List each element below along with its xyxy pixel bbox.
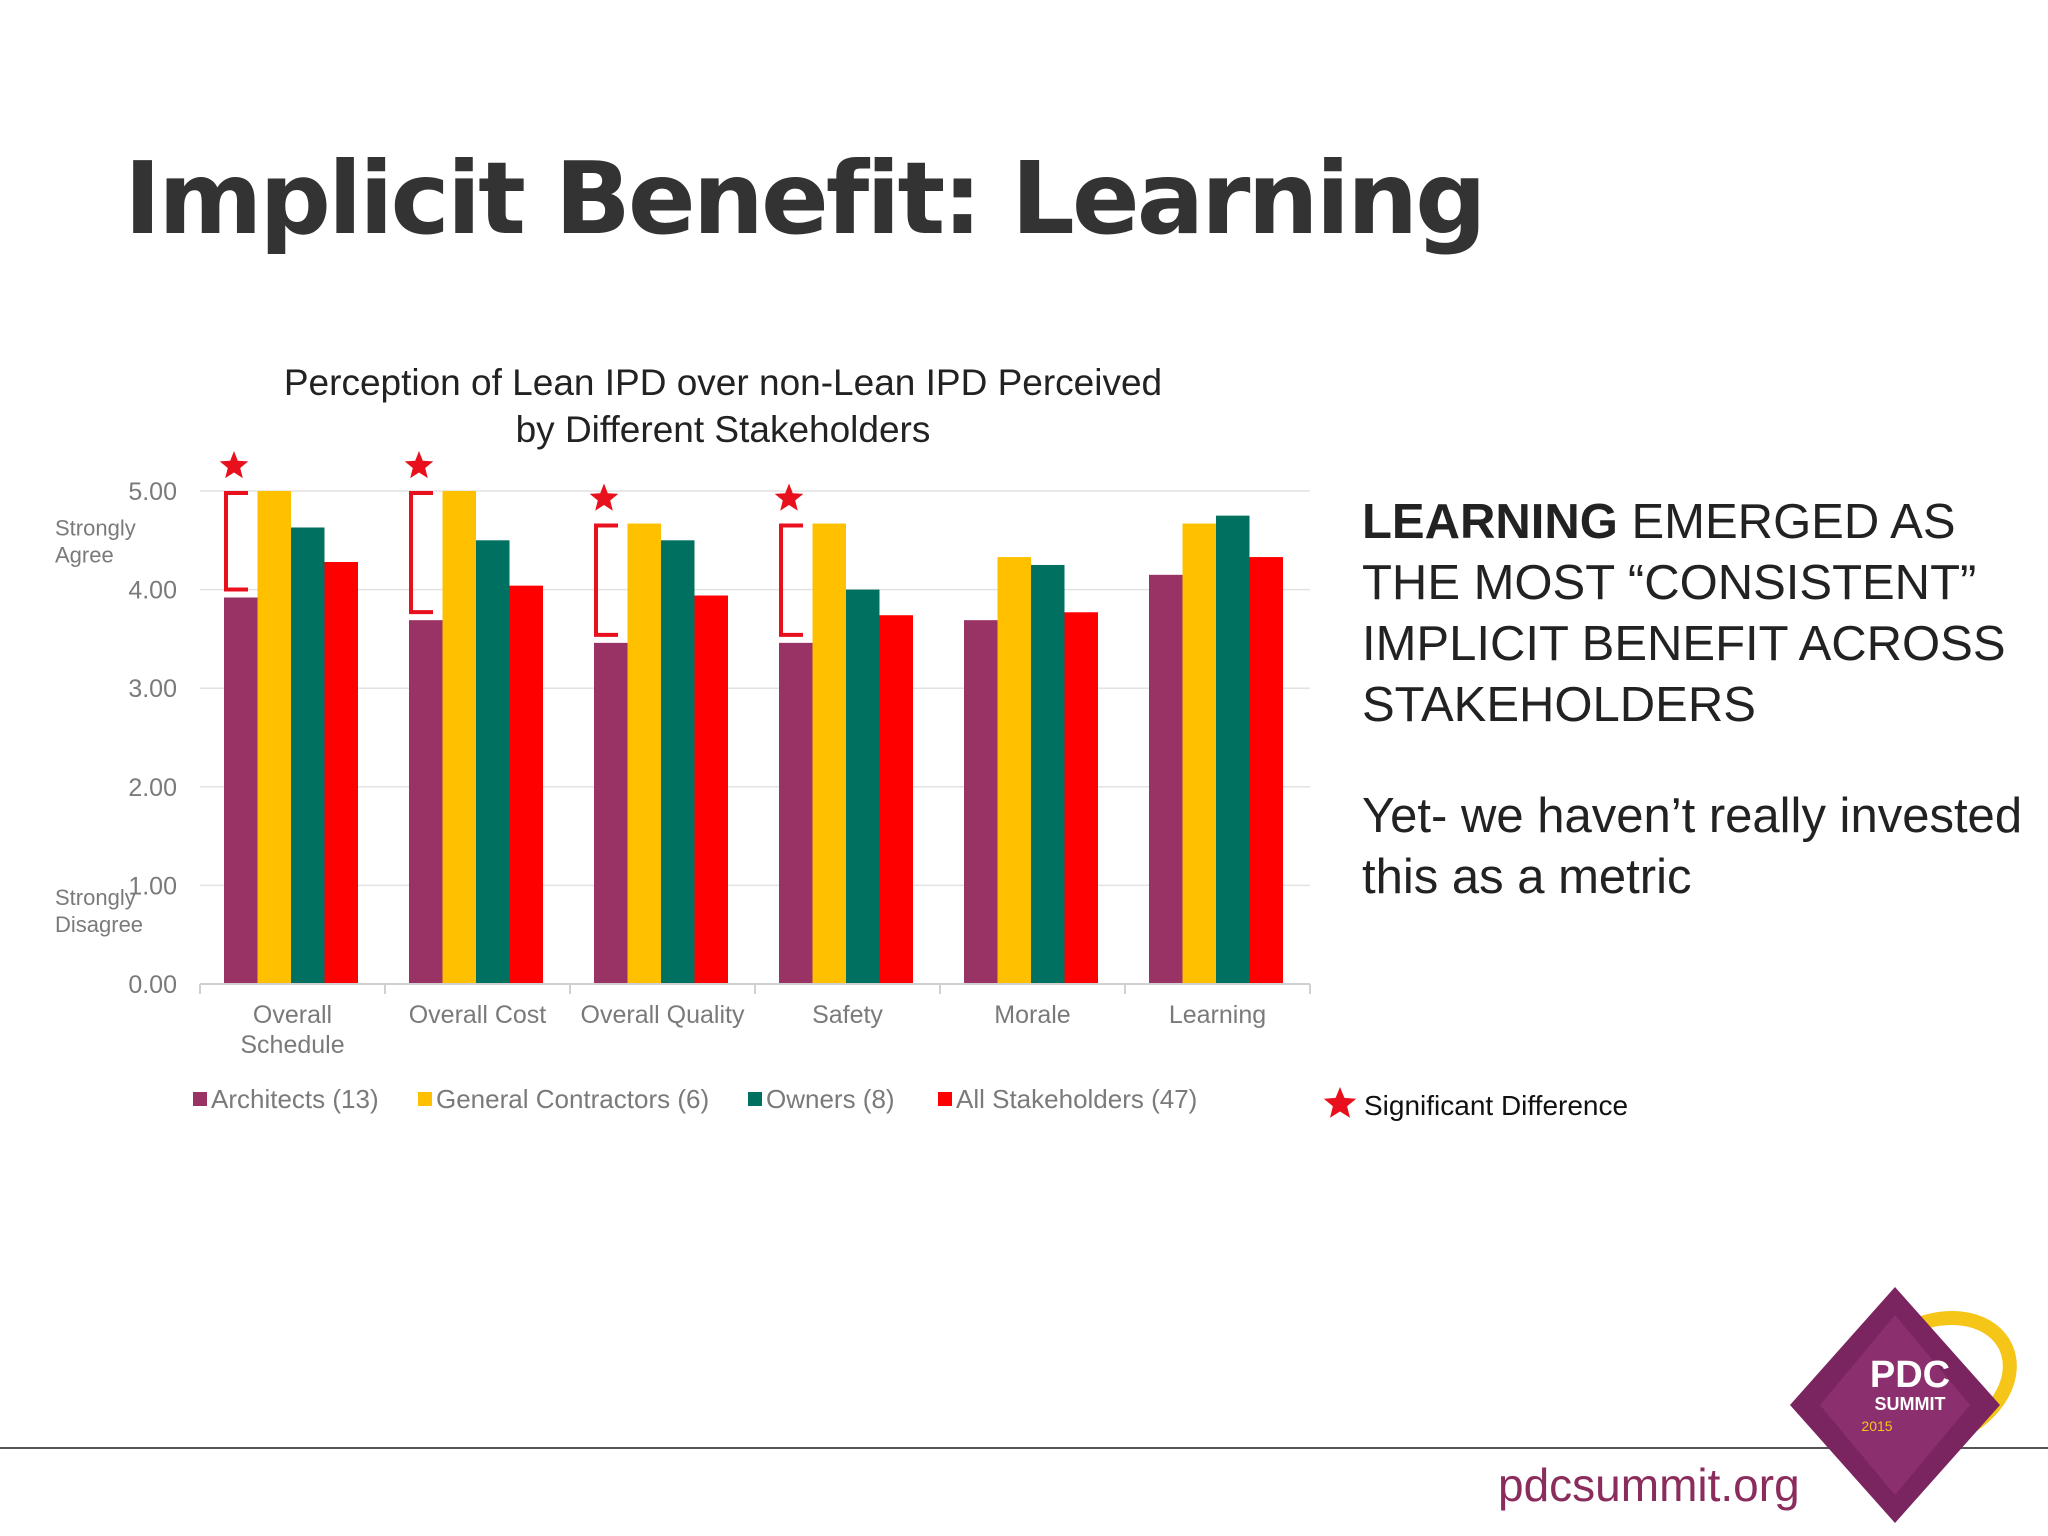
side-headline: LEARNING EMERGED AS THE MOST “CONSISTENT… bbox=[1362, 492, 2042, 736]
legend-label: All Stakeholders (47) bbox=[956, 1084, 1197, 1114]
bar bbox=[627, 523, 661, 984]
star-icon bbox=[404, 451, 434, 479]
y-tick-label: 2.00 bbox=[128, 774, 177, 802]
bar bbox=[997, 557, 1031, 984]
bar bbox=[1249, 557, 1283, 984]
bar bbox=[694, 595, 728, 984]
legend-label: General Contractors (6) bbox=[436, 1084, 709, 1114]
chart-legend: Architects (13) General Contractors (6) Ow… bbox=[193, 1084, 1197, 1114]
x-tick-label: Overall bbox=[253, 1001, 332, 1029]
side-headline-highlight: LEARNING bbox=[1362, 495, 1618, 549]
chart-title: Perception of Lean IPD over non-Lean IPD… bbox=[284, 362, 1162, 450]
bar bbox=[1031, 564, 1065, 984]
side-text: LEARNING EMERGED AS THE MOST “CONSISTENT… bbox=[1362, 492, 2042, 908]
chart-title-line: by Different Stakeholders bbox=[516, 409, 931, 450]
y-anchor-label: Strongly bbox=[55, 885, 136, 910]
bar bbox=[594, 642, 628, 984]
significance-bracket bbox=[779, 523, 803, 637]
logo-name: PDC bbox=[1870, 1354, 1950, 1396]
bar bbox=[257, 491, 291, 984]
bar bbox=[661, 540, 695, 984]
x-tick-label: Safety bbox=[812, 1001, 883, 1029]
pdc-summit-logo: PDC SUMMIT 2015 SINCE 1987 bbox=[1790, 1287, 2017, 1523]
star-icon bbox=[774, 483, 804, 511]
legend-swatch bbox=[418, 1092, 432, 1106]
bar bbox=[964, 620, 998, 984]
bar bbox=[879, 615, 913, 984]
bar bbox=[1216, 515, 1250, 984]
significance-bracket bbox=[594, 523, 618, 637]
bar bbox=[846, 589, 880, 984]
y-tick-label: 1.00 bbox=[128, 872, 177, 900]
legend-label: Owners (8) bbox=[766, 1084, 895, 1114]
bar bbox=[1149, 574, 1183, 984]
x-tick-label: Overall Quality bbox=[581, 1001, 745, 1029]
star-icon bbox=[589, 483, 619, 511]
y-tick-label: 5.00 bbox=[128, 478, 177, 506]
bar bbox=[409, 620, 443, 984]
star-icon bbox=[1323, 1087, 1357, 1118]
bar bbox=[291, 527, 325, 984]
significance-legend-label: Significant Difference bbox=[1364, 1090, 1628, 1121]
bar bbox=[509, 585, 543, 984]
chart-bars bbox=[224, 491, 1283, 984]
chart-gridlines bbox=[200, 490, 1310, 887]
bar bbox=[1182, 523, 1216, 984]
slide-title: Implicit Benefit: Learning bbox=[124, 140, 1487, 257]
bar bbox=[476, 540, 510, 984]
significance-bracket bbox=[409, 491, 433, 615]
y-tick-label: 4.00 bbox=[128, 577, 177, 605]
legend-swatch bbox=[748, 1092, 762, 1106]
footer-divider bbox=[0, 1447, 2048, 1449]
bar bbox=[779, 642, 813, 984]
legend-swatch bbox=[938, 1092, 952, 1106]
bar bbox=[442, 491, 476, 984]
significance-bracket bbox=[224, 491, 248, 592]
chart-title-line: Perception of Lean IPD over non-Lean IPD… bbox=[284, 362, 1162, 403]
logo-diamond-inner bbox=[1820, 1315, 1970, 1495]
bar bbox=[1064, 612, 1098, 984]
bar bbox=[224, 597, 258, 984]
legend-swatch bbox=[193, 1092, 207, 1106]
y-axis: 0.001.002.003.004.005.00StronglyAgreeStr… bbox=[55, 478, 177, 999]
footer-url: pdcsummit.org bbox=[1498, 1459, 1800, 1511]
legend-label: Architects (13) bbox=[211, 1084, 379, 1114]
significance-legend: Significant Difference bbox=[1323, 1087, 1628, 1121]
side-note: Yet- we haven’t really invested this as … bbox=[1362, 789, 2023, 904]
y-tick-label: 0.00 bbox=[128, 971, 177, 999]
significance-markers bbox=[219, 451, 804, 637]
star-icon bbox=[219, 451, 249, 479]
x-tick-label: Morale bbox=[994, 1001, 1070, 1029]
logo-sub: SUMMIT bbox=[1875, 1394, 1946, 1414]
x-tick-label: Learning bbox=[1169, 1001, 1266, 1029]
y-anchor-label: Strongly bbox=[55, 515, 136, 540]
logo-year: 2015 bbox=[1861, 1418, 1892, 1434]
y-anchor-label: Disagree bbox=[55, 912, 143, 937]
y-anchor-label: Agree bbox=[55, 542, 114, 567]
x-tick-label: Overall Cost bbox=[409, 1001, 547, 1029]
side-headline-rest: EMERGED AS THE MOST “CONSISTENT” IMPLICI… bbox=[1362, 495, 2006, 732]
x-tick-label: Schedule bbox=[240, 1031, 344, 1059]
y-tick-label: 3.00 bbox=[128, 675, 177, 703]
bar bbox=[812, 523, 846, 984]
bar bbox=[324, 561, 358, 984]
